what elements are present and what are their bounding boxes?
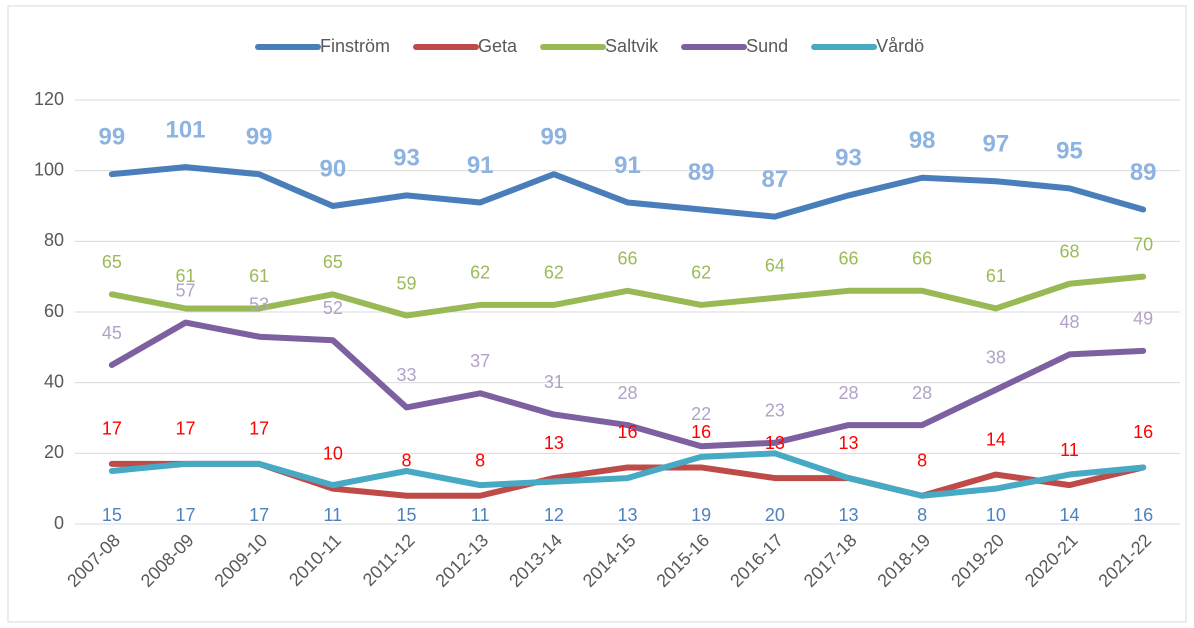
data-label: 90 bbox=[319, 155, 346, 182]
data-label: 17 bbox=[175, 505, 195, 525]
data-label: 98 bbox=[909, 127, 936, 154]
legend-label: Finström bbox=[320, 36, 390, 56]
data-label: 91 bbox=[467, 152, 494, 179]
data-label: 99 bbox=[98, 124, 125, 151]
y-tick-label: 0 bbox=[54, 513, 64, 533]
data-label: 8 bbox=[475, 450, 485, 470]
data-label: 16 bbox=[691, 422, 711, 442]
data-label: 66 bbox=[838, 249, 858, 269]
data-label: 62 bbox=[470, 263, 490, 283]
data-label: 61 bbox=[175, 266, 195, 286]
data-label: 28 bbox=[838, 383, 858, 403]
y-tick-label: 80 bbox=[44, 230, 64, 250]
data-label: 17 bbox=[249, 505, 269, 525]
data-label: 65 bbox=[102, 252, 122, 272]
line bbox=[108, 164, 1147, 220]
data-label: 65 bbox=[323, 252, 343, 272]
legend-label: Saltvik bbox=[605, 36, 659, 56]
data-label: 59 bbox=[396, 273, 416, 293]
data-label: 13 bbox=[617, 505, 637, 525]
legend-label: Sund bbox=[746, 36, 788, 56]
data-label: 53 bbox=[249, 294, 269, 314]
data-label: 14 bbox=[1059, 505, 1079, 525]
legend-label: Geta bbox=[478, 36, 518, 56]
data-label: 17 bbox=[175, 419, 195, 439]
data-label: 70 bbox=[1133, 234, 1153, 254]
data-label: 8 bbox=[917, 505, 927, 525]
data-label: 11 bbox=[471, 505, 490, 525]
data-label: 16 bbox=[1133, 422, 1153, 442]
data-label: 61 bbox=[249, 266, 269, 286]
data-label: 19 bbox=[691, 505, 711, 525]
data-label: 8 bbox=[401, 450, 411, 470]
data-label: 11 bbox=[1060, 440, 1079, 460]
line bbox=[108, 319, 1147, 450]
data-label: 68 bbox=[1059, 241, 1079, 261]
y-tick-label: 60 bbox=[44, 301, 64, 321]
data-label: 16 bbox=[1133, 505, 1153, 525]
data-label: 93 bbox=[393, 145, 420, 172]
data-label: 17 bbox=[249, 419, 269, 439]
data-label: 95 bbox=[1056, 138, 1083, 165]
data-label: 62 bbox=[544, 263, 564, 283]
data-label: 93 bbox=[835, 145, 862, 172]
data-label: 28 bbox=[617, 383, 637, 403]
y-tick-label: 40 bbox=[44, 371, 64, 391]
data-label: 66 bbox=[617, 249, 637, 269]
data-label: 23 bbox=[765, 400, 785, 420]
data-label: 101 bbox=[165, 116, 205, 143]
data-label: 13 bbox=[544, 433, 564, 453]
data-label: 22 bbox=[691, 404, 711, 424]
data-label: 12 bbox=[544, 505, 564, 525]
y-tick-label: 100 bbox=[34, 159, 64, 179]
y-tick-label: 20 bbox=[44, 442, 64, 462]
data-label: 89 bbox=[1130, 159, 1157, 186]
legend-label: Vårdö bbox=[876, 36, 924, 56]
data-label: 91 bbox=[614, 152, 641, 179]
data-label: 37 bbox=[470, 351, 490, 371]
data-label: 15 bbox=[396, 505, 416, 525]
data-label: 87 bbox=[761, 166, 788, 193]
data-label: 99 bbox=[540, 124, 567, 151]
line bbox=[108, 450, 1147, 499]
data-label: 38 bbox=[986, 347, 1006, 367]
data-label: 17 bbox=[102, 419, 122, 439]
line bbox=[108, 273, 1147, 319]
data-label: 10 bbox=[323, 443, 343, 463]
data-label: 61 bbox=[986, 266, 1006, 286]
data-label: 13 bbox=[838, 505, 858, 525]
data-label: 57 bbox=[175, 280, 195, 300]
data-label: 33 bbox=[396, 365, 416, 385]
chart-border bbox=[7, 5, 1187, 623]
data-label: 28 bbox=[912, 383, 932, 403]
data-label: 49 bbox=[1133, 309, 1153, 329]
data-label: 97 bbox=[982, 131, 1009, 158]
data-label: 31 bbox=[544, 372, 564, 392]
data-label: 13 bbox=[765, 433, 785, 453]
legend: Finström Geta Saltvik Sund Vårdö bbox=[255, 36, 924, 56]
data-label: 15 bbox=[102, 505, 122, 525]
data-label: 64 bbox=[765, 256, 785, 276]
data-label: 99 bbox=[246, 124, 273, 151]
data-label: 52 bbox=[323, 298, 343, 318]
data-label: 45 bbox=[102, 323, 122, 343]
data-label: 13 bbox=[838, 433, 858, 453]
data-label: 66 bbox=[912, 249, 932, 269]
data-label: 16 bbox=[617, 422, 637, 442]
data-label: 20 bbox=[765, 505, 785, 525]
data-label: 89 bbox=[688, 159, 715, 186]
data-label: 11 bbox=[323, 505, 342, 525]
data-label: 8 bbox=[917, 450, 927, 470]
y-tick-label: 120 bbox=[34, 89, 64, 109]
data-label: 48 bbox=[1059, 312, 1079, 332]
data-label: 14 bbox=[986, 429, 1006, 449]
data-label: 62 bbox=[691, 263, 711, 283]
data-label: 10 bbox=[986, 505, 1006, 525]
